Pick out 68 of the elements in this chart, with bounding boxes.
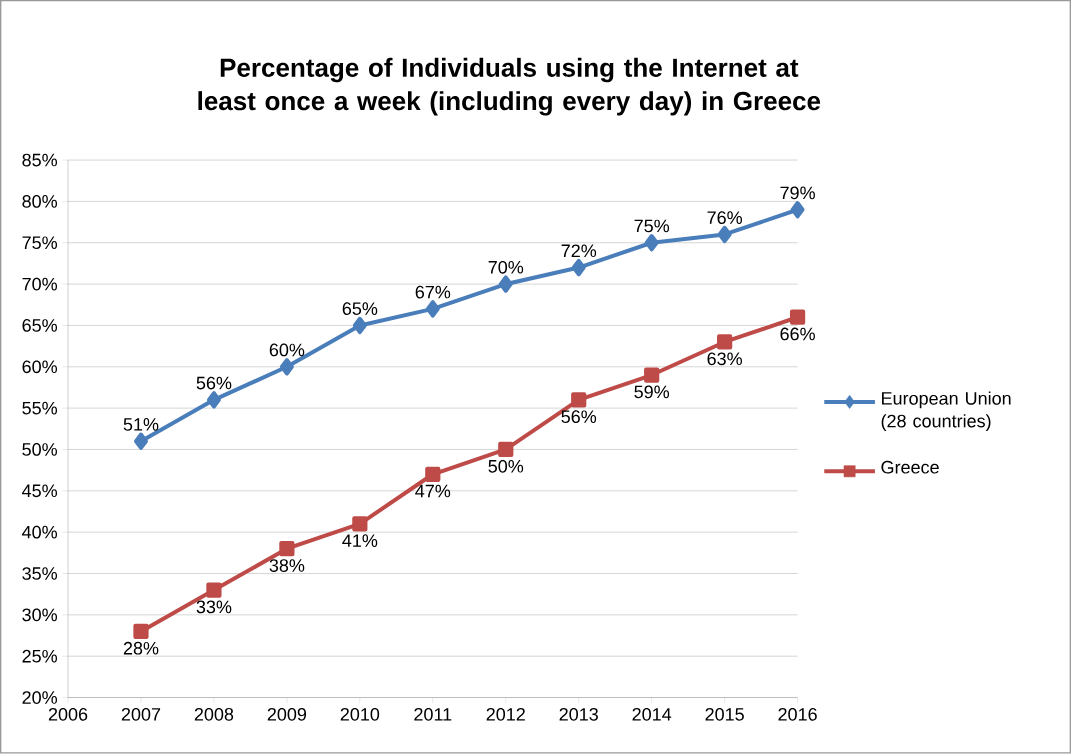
y-tick-label: 70% [22, 277, 58, 291]
point [644, 367, 660, 383]
y-tick-label: 65% [22, 319, 58, 333]
chart-title: Percentage of Individuals using the Internet at least once a week (including every day) in Greece [198, 58, 821, 116]
y-tick-label: 30% [22, 608, 58, 622]
point [717, 334, 733, 350]
point [352, 516, 368, 532]
data-label: 56% [561, 410, 597, 424]
y-tick-label: 25% [22, 650, 58, 663]
data-label: 28% [123, 642, 159, 655]
legend-label: European Union (28 countries) [881, 391, 1011, 432]
data-label: 33% [196, 600, 232, 614]
y-tick-label: 20% [22, 691, 58, 705]
data-label: 51% [123, 418, 159, 431]
point [498, 442, 514, 458]
x-tick-label: 2011 [414, 708, 452, 721]
point [717, 226, 732, 244]
y-tick-label: 50% [22, 443, 58, 457]
x-tick-label: 2007 [121, 708, 161, 721]
data-label: 63% [707, 352, 743, 366]
data-label: 59% [634, 385, 670, 399]
point [571, 259, 586, 277]
x-tick-label: 2010 [340, 708, 380, 721]
point [133, 432, 148, 451]
data-label: 47% [415, 484, 451, 498]
data-label: 56% [196, 376, 232, 390]
point [352, 316, 367, 335]
point [206, 582, 222, 598]
point [279, 541, 295, 557]
y-tick-label: 80% [22, 195, 58, 208]
point [644, 234, 659, 252]
y-tick-label: 35% [22, 567, 58, 581]
data-label: 38% [269, 559, 305, 573]
y-tick-label: 60% [22, 360, 58, 374]
point [279, 358, 294, 376]
data-label: 75% [634, 219, 670, 233]
point [498, 275, 513, 293]
x-tick-label: 2008 [194, 708, 234, 721]
data-label: 76% [707, 211, 743, 225]
y-tick-label: 40% [22, 526, 58, 539]
data-label: 50% [488, 460, 524, 473]
data-label: 79% [780, 186, 815, 200]
data-label: 60% [269, 343, 305, 357]
data-label: 67% [415, 285, 451, 299]
point [425, 300, 440, 318]
x-tick-label: 2015 [705, 708, 744, 721]
y-tick-label: 85% [22, 153, 58, 167]
x-tick-label: 2012 [486, 708, 525, 721]
point [790, 201, 805, 219]
point [206, 391, 221, 409]
point [571, 392, 587, 408]
point [425, 466, 441, 483]
data-label: 41% [342, 534, 378, 548]
y-tick-label: 45% [22, 484, 58, 498]
x-tick-label: 2006 [48, 708, 88, 721]
x-tick-label: 2016 [778, 708, 817, 721]
data-label: 65% [342, 302, 378, 316]
legend-label: Greece [881, 461, 939, 474]
y-tick-label: 75% [22, 236, 58, 250]
point [789, 309, 806, 325]
x-tick-label: 2013 [559, 708, 598, 721]
y-tick-label: 55% [22, 402, 58, 415]
data-label: 66% [780, 327, 815, 341]
data-label: 70% [488, 261, 524, 274]
data-label: 72% [561, 244, 597, 258]
x-tick-label: 2014 [632, 708, 672, 721]
x-tick-label: 2009 [267, 708, 307, 721]
point [133, 624, 149, 640]
